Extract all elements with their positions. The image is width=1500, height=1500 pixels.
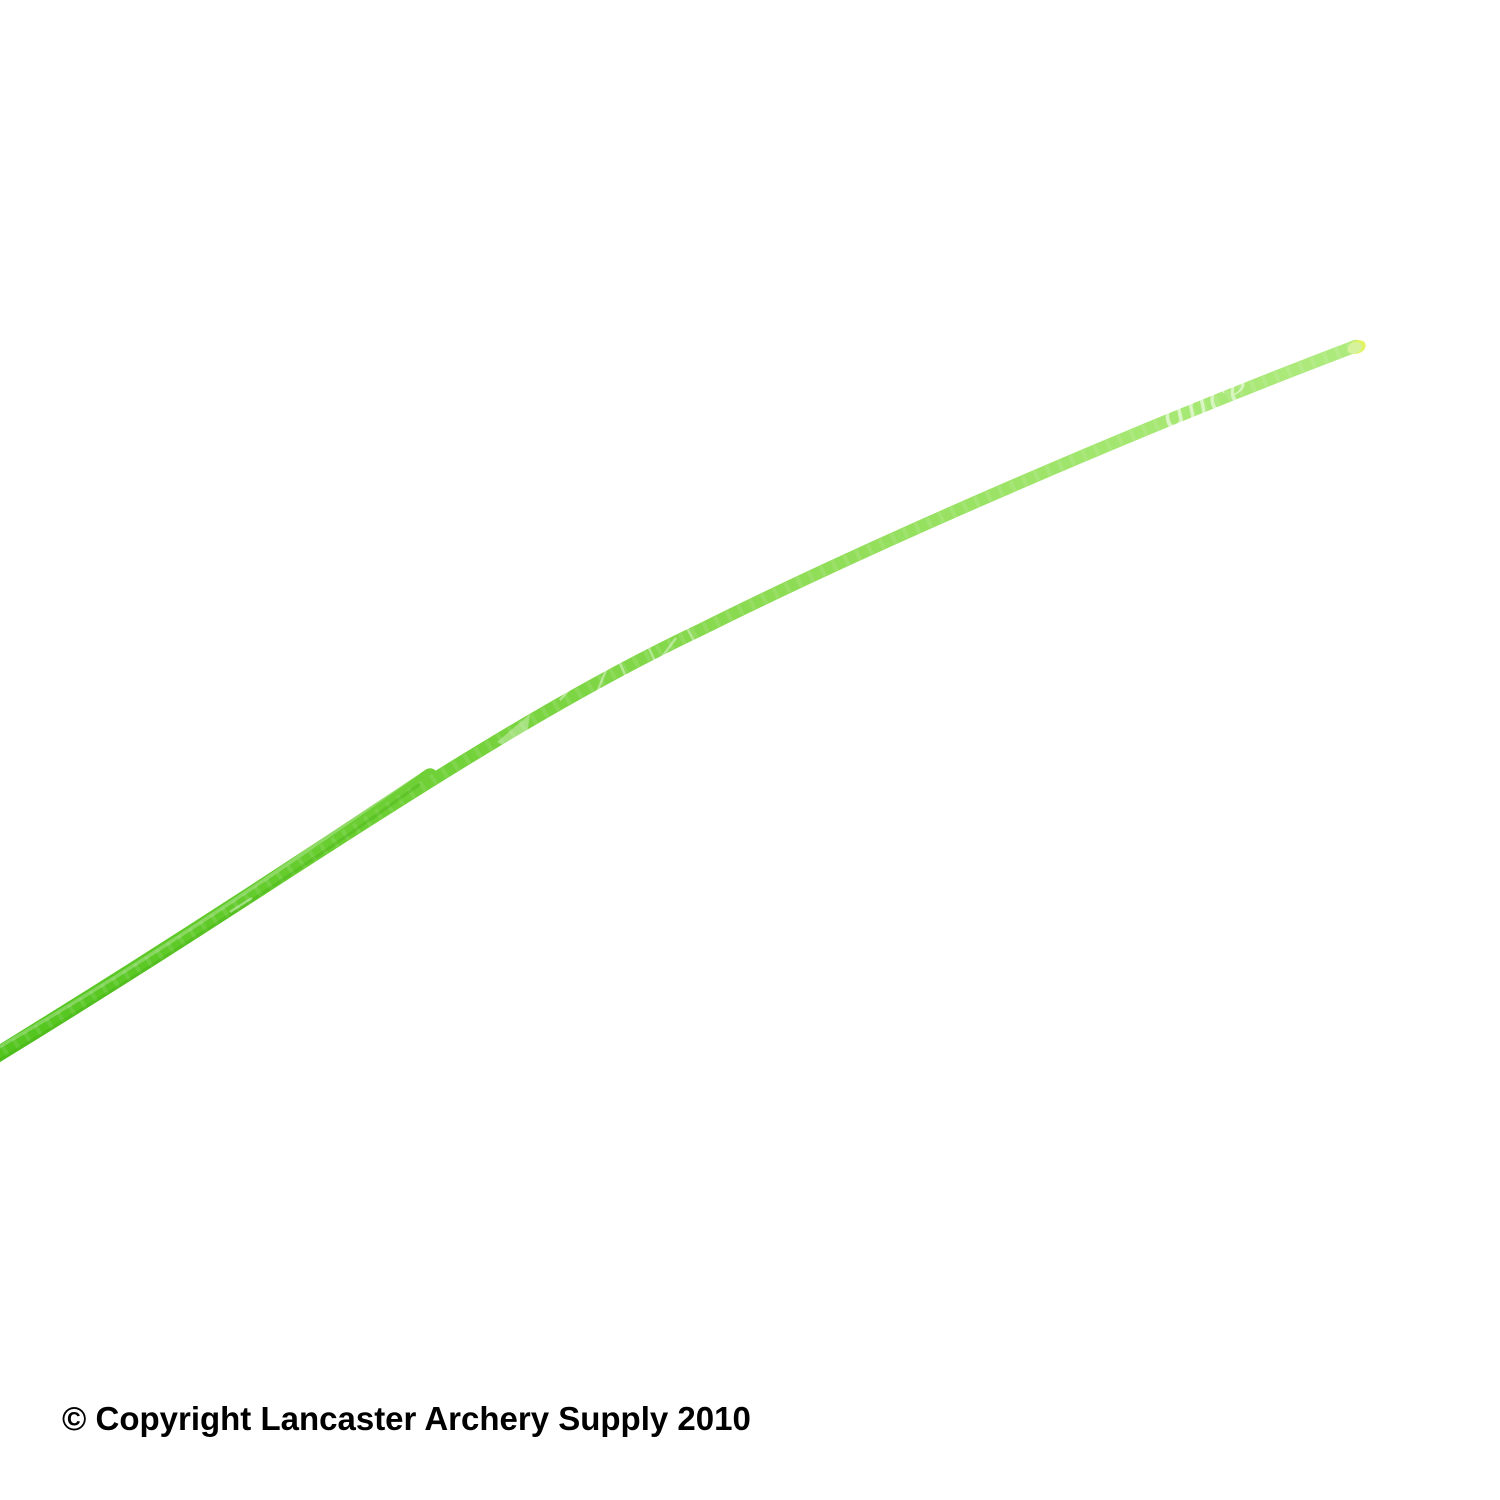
cord-sheen [0,770,422,1049]
cord-tip-face [1347,342,1362,354]
copyright-notice: © Copyright Lancaster Archery Supply 201… [62,1400,751,1437]
cord-shadow-edge [0,782,421,1062]
watermark-fragment-text: ance [1154,361,1257,439]
cord-tip [1347,340,1366,354]
cord-strand: ance [0,339,1366,1063]
watermark-wedge [497,714,530,756]
cord-texture [0,340,1358,1060]
cord-body [0,339,1363,1061]
watermark-marks [229,625,702,914]
